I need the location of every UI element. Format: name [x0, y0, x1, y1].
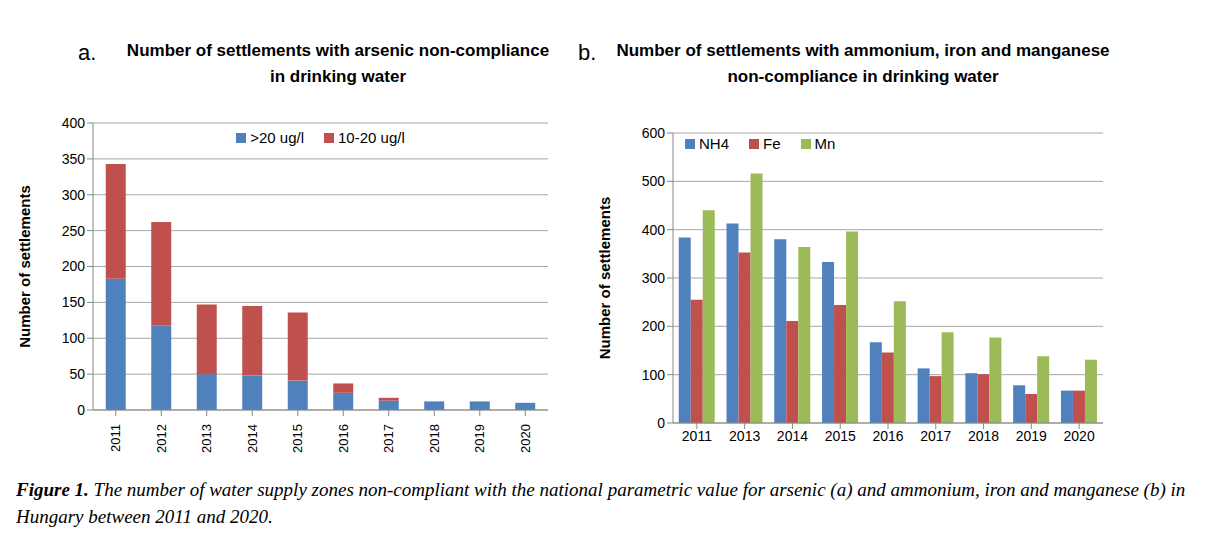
svg-text:2020: 2020 — [1064, 428, 1095, 444]
html-text:NH4: NH4 — [699, 135, 729, 152]
svg-text:2018: 2018 — [968, 428, 999, 444]
svg-text:250: 250 — [62, 223, 86, 239]
svg-text:2019: 2019 — [1016, 428, 1047, 444]
svg-text:2015: 2015 — [290, 424, 305, 453]
svg-text:2014: 2014 — [777, 428, 808, 444]
svg-text:500: 500 — [642, 173, 666, 189]
svg-text:2013: 2013 — [729, 428, 760, 444]
svg-text:2018: 2018 — [427, 424, 442, 453]
html-text:Fe: Fe — [763, 135, 781, 152]
svg-text:400: 400 — [62, 115, 86, 131]
svg-text:2015: 2015 — [825, 428, 856, 444]
svg-text:350: 350 — [62, 151, 86, 167]
svg-text:2011: 2011 — [682, 428, 712, 444]
html-text:10-20 ug/l: 10-20 ug/l — [338, 129, 405, 146]
svg-text:100: 100 — [62, 330, 86, 346]
svg-text:Number of settlements: Number of settlements — [596, 197, 613, 360]
html-text:Number of settlements with ars: Number of settlements with arsenic non-c… — [126, 41, 550, 86]
svg-text:2017: 2017 — [381, 424, 396, 453]
svg-text:0: 0 — [657, 415, 665, 431]
svg-text:2012: 2012 — [154, 424, 169, 453]
svg-text:100: 100 — [642, 367, 666, 383]
html-text:a.: a. — [78, 40, 97, 65]
svg-text:2011: 2011 — [108, 424, 123, 452]
svg-text:200: 200 — [62, 258, 86, 274]
html-text:Mn: Mn — [814, 135, 836, 152]
svg-text:2019: 2019 — [472, 424, 487, 453]
svg-text:300: 300 — [62, 187, 86, 203]
svg-text:200: 200 — [642, 318, 666, 334]
svg-text:300: 300 — [642, 270, 666, 286]
svg-text:400: 400 — [642, 222, 666, 238]
svg-text:2017: 2017 — [920, 428, 951, 444]
svg-text:50: 50 — [69, 366, 85, 382]
svg-text:2016: 2016 — [336, 424, 351, 453]
html-text:Number of settlements with amm: Number of settlements with ammonium, iro… — [616, 41, 1110, 86]
html-text:Figure 1. The number of water: Figure 1. The number of water supply zon… — [16, 479, 1186, 527]
html-text:b.: b. — [578, 40, 597, 65]
svg-text:2020: 2020 — [518, 424, 533, 453]
svg-text:2016: 2016 — [872, 428, 903, 444]
svg-text:Number of settlements: Number of settlements — [16, 185, 33, 348]
svg-text:0: 0 — [77, 402, 85, 418]
svg-text:2013: 2013 — [199, 424, 214, 453]
svg-text:600: 600 — [642, 125, 666, 141]
html-text:>20 ug/l: >20 ug/l — [250, 129, 304, 146]
svg-text:2014: 2014 — [245, 424, 260, 453]
svg-text:150: 150 — [62, 294, 86, 310]
